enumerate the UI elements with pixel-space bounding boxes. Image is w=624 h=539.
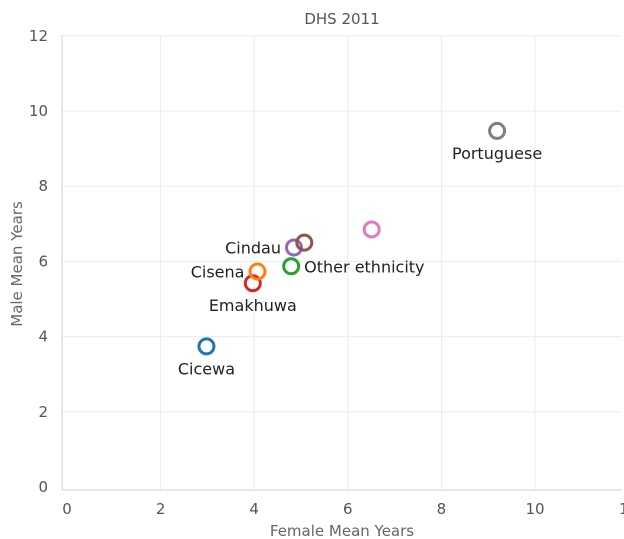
point-label: Cicewa xyxy=(178,359,235,378)
y-tick-label: 0 xyxy=(38,478,48,496)
point-label: Cisena xyxy=(191,263,245,282)
tick-labels: 0 2 4 6 8 10 12 0 2 4 6 8 10 12 xyxy=(29,27,624,518)
x-tick-label: 10 xyxy=(525,500,544,518)
y-axis-title: Male Mean Years xyxy=(8,201,26,327)
point-label: Cindau xyxy=(225,238,281,257)
x-tick-label: 4 xyxy=(249,500,259,518)
x-tick-label: 8 xyxy=(437,500,447,518)
data-point xyxy=(362,220,381,239)
x-tick-label: 2 xyxy=(156,500,166,518)
point-label: Emakhuwa xyxy=(209,296,297,315)
data-point xyxy=(488,121,507,140)
point-label: Portuguese xyxy=(452,144,542,163)
data-point xyxy=(282,257,301,276)
y-tick-label: 6 xyxy=(38,252,48,270)
point-labels: Cicewa Emakhuwa Cisena Other ethnicity Cinda… xyxy=(178,144,542,378)
gridlines xyxy=(62,35,622,490)
data-point xyxy=(284,238,303,257)
y-tick-label: 10 xyxy=(29,102,48,120)
data-points xyxy=(197,121,507,356)
data-point xyxy=(197,337,216,356)
point-label: Other ethnicity xyxy=(304,257,424,276)
y-tick-label: 2 xyxy=(38,403,48,421)
x-tick-label: 0 xyxy=(62,500,72,518)
x-tick-label: 12 xyxy=(619,500,624,518)
data-point xyxy=(248,262,267,281)
data-point xyxy=(295,233,314,252)
y-tick-label: 4 xyxy=(38,328,48,346)
x-tick-label: 6 xyxy=(343,500,353,518)
y-tick-label: 12 xyxy=(29,27,48,45)
x-axis-title: Female Mean Years xyxy=(270,522,414,539)
axes xyxy=(61,35,622,491)
chart-title: DHS 2011 xyxy=(304,10,379,28)
y-tick-label: 8 xyxy=(38,177,48,195)
